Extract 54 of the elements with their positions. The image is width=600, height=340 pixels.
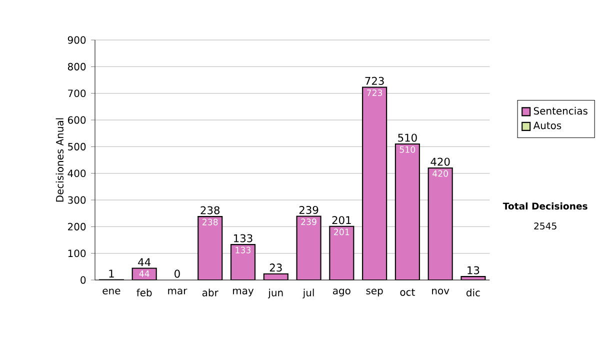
y-tick-label: 900: [68, 36, 86, 44]
y-tick-label: 300: [68, 196, 86, 204]
data-label: 239: [301, 218, 316, 226]
bar: [362, 86, 388, 280]
x-tick-label: sep: [366, 288, 383, 296]
bar: [296, 216, 322, 280]
data-label: 420: [432, 170, 448, 177]
x-tick-label: jun: [268, 288, 283, 298]
x-tick-label: mar: [168, 288, 188, 294]
y-tick-label: 700: [68, 90, 86, 98]
y-tick-label: 200: [68, 222, 86, 230]
total-label: 239: [299, 206, 318, 214]
total-label: 13: [468, 266, 480, 274]
total-label: 1: [109, 270, 114, 278]
y-tick-label: 500: [68, 142, 86, 150]
total-label: 420: [430, 158, 450, 166]
x-tick-label: abr: [202, 288, 218, 296]
total-label: 0: [174, 270, 180, 278]
x-tick-label: jul: [302, 288, 314, 298]
x-tick-label: nov: [432, 288, 450, 294]
total-label: 238: [200, 206, 220, 214]
total-label: 723: [365, 76, 384, 85]
bar: [198, 216, 223, 280]
y-axis-title: Decisiones Anual: [56, 118, 64, 202]
x-tick-label: feb: [136, 288, 152, 296]
y-tick-label: 800: [68, 62, 86, 70]
y-tick-label: 0: [80, 276, 86, 284]
total-label: 510: [398, 134, 417, 142]
total-label: 44: [138, 258, 150, 266]
data-label: 510: [400, 146, 416, 153]
text: Total Decisiones: [502, 202, 588, 210]
total-label: 133: [234, 234, 252, 242]
bar: [329, 226, 354, 280]
total-label: 201: [332, 216, 351, 224]
legend-label: Autos: [533, 122, 562, 130]
data-label: 44: [139, 270, 150, 277]
data-label: 133: [236, 246, 251, 254]
bar: [230, 244, 256, 280]
data-label: 238: [202, 218, 218, 226]
x-tick-label: may: [233, 288, 254, 296]
x-tick-label: oct: [400, 288, 415, 296]
x-tick-label: dic: [466, 288, 480, 296]
data-label: 201: [334, 228, 350, 236]
y-tick-label: 400: [68, 170, 86, 178]
y-tick-label: 600: [68, 116, 86, 124]
bar: [394, 143, 420, 280]
data-label: 723: [367, 89, 382, 96]
x-tick-label: ene: [102, 288, 120, 294]
text: 2545: [534, 222, 556, 230]
total-label: 23: [270, 264, 282, 272]
y-tick-label: 100: [68, 250, 86, 258]
legend-label: Sentencias: [534, 106, 588, 115]
x-tick-label: ago: [333, 288, 350, 296]
bar: [428, 167, 453, 280]
